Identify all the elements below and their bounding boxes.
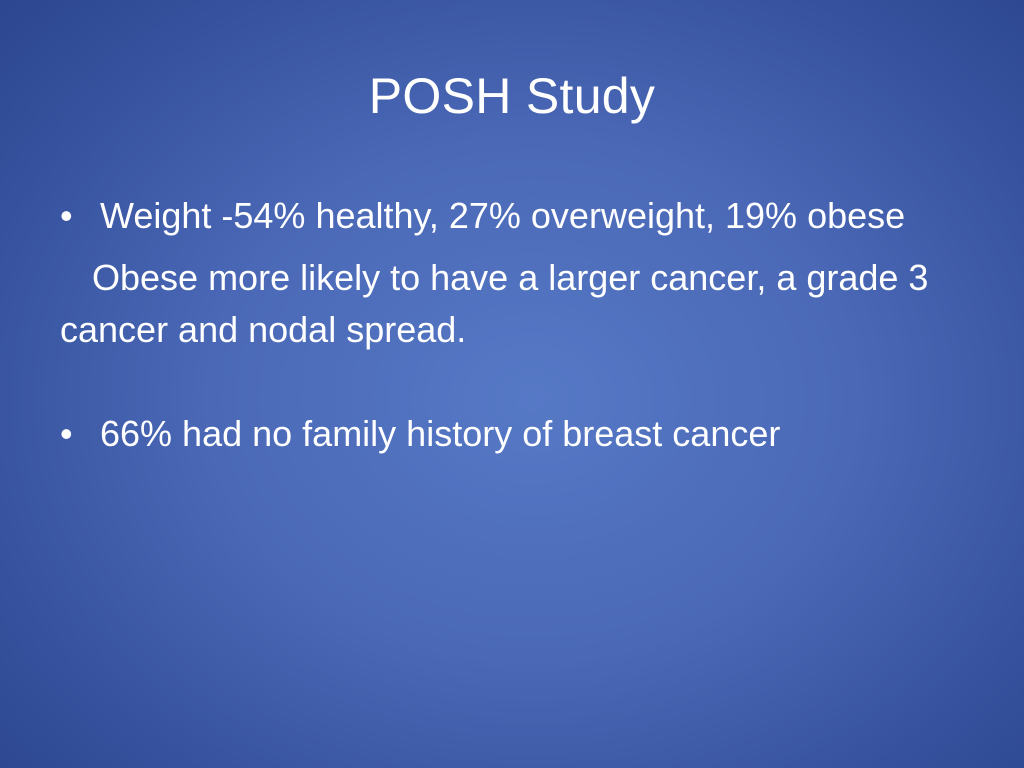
bullet-item-weight: • Weight -54% healthy, 27% overweight, 1…: [60, 190, 940, 242]
slide-body: • Weight -54% healthy, 27% overweight, 1…: [60, 190, 940, 460]
bullet-text: 66% had no family history of breast canc…: [100, 413, 781, 454]
bullet-text: Weight -54% healthy, 27% overweight, 19%…: [100, 195, 906, 236]
bullet-dot-icon: •: [60, 195, 73, 236]
bullet-item-family-history: • 66% had no family history of breast ca…: [60, 408, 940, 460]
bullet-dot-icon: •: [60, 413, 73, 454]
slide-title: POSH Study: [368, 68, 656, 124]
body-paragraph: Obese more likely to have a larger cance…: [60, 257, 929, 350]
